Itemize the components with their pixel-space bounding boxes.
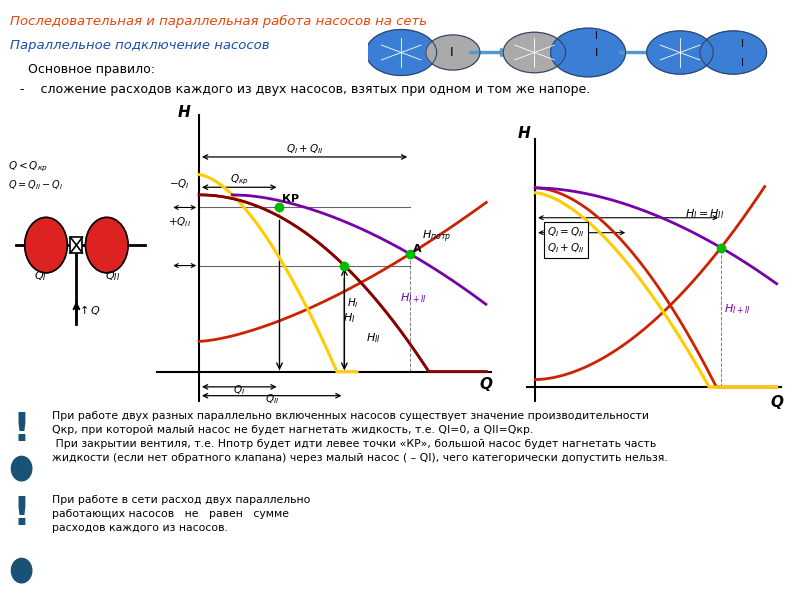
Circle shape bbox=[366, 29, 437, 76]
Text: Последовательная и параллельная работа насосов на сеть: Последовательная и параллельная работа н… bbox=[10, 15, 426, 28]
Text: Параллельное подключение насосов: Параллельное подключение насосов bbox=[10, 39, 269, 52]
Text: $H_I$: $H_I$ bbox=[342, 311, 355, 325]
Text: I: I bbox=[595, 47, 598, 58]
Text: $-Q_I$: $-Q_I$ bbox=[169, 177, 190, 191]
Text: $Q_I$: $Q_I$ bbox=[34, 269, 46, 283]
Text: $H_I = H_{II}$: $H_I = H_{II}$ bbox=[685, 208, 724, 221]
Text: I: I bbox=[450, 46, 453, 59]
Text: $+Q_{II}$: $+Q_{II}$ bbox=[167, 215, 190, 229]
Text: $Q_{кр}$: $Q_{кр}$ bbox=[230, 173, 249, 187]
Text: $Q = Q_{II} - Q_I$: $Q = Q_{II} - Q_I$ bbox=[8, 178, 63, 191]
Circle shape bbox=[86, 217, 128, 273]
Text: Основное правило:: Основное правило: bbox=[20, 63, 155, 76]
Text: $\uparrow Q$: $\uparrow Q$ bbox=[77, 304, 101, 317]
Text: I: I bbox=[741, 58, 744, 68]
Text: $H_{II}$: $H_{II}$ bbox=[366, 331, 380, 345]
Text: I: I bbox=[595, 31, 598, 41]
Circle shape bbox=[426, 35, 480, 70]
Circle shape bbox=[646, 31, 714, 74]
Ellipse shape bbox=[11, 559, 32, 583]
Text: H: H bbox=[518, 126, 530, 141]
Text: $Q_{II}$: $Q_{II}$ bbox=[265, 392, 279, 406]
Text: КР: КР bbox=[282, 194, 299, 205]
Text: !: ! bbox=[12, 411, 30, 449]
Text: $H_{I+II}$: $H_{I+II}$ bbox=[724, 302, 750, 316]
Text: I: I bbox=[741, 40, 744, 49]
Text: Q: Q bbox=[480, 377, 493, 392]
Circle shape bbox=[700, 31, 766, 74]
Circle shape bbox=[25, 217, 67, 273]
Text: $H_I$: $H_I$ bbox=[347, 296, 359, 310]
Text: $H_{I+II}$: $H_{I+II}$ bbox=[400, 291, 426, 305]
Text: $H_{потр}$: $H_{потр}$ bbox=[422, 228, 451, 245]
Circle shape bbox=[550, 28, 626, 77]
Text: -    сложение расходов каждого из двух насосов, взятых при одном и том же напоре: - сложение расходов каждого из двух насо… bbox=[20, 83, 590, 96]
Ellipse shape bbox=[11, 457, 32, 481]
Text: При работе двух разных параллельно включенных насосов существует значение произв: При работе двух разных параллельно включ… bbox=[52, 411, 668, 463]
Text: $Q<Q_{кр}$: $Q<Q_{кр}$ bbox=[8, 160, 48, 175]
Text: Q: Q bbox=[770, 395, 783, 410]
Text: При работе в сети расход двух параллельно
работающих насосов   не   равен   сумм: При работе в сети расход двух параллельн… bbox=[52, 495, 310, 533]
Circle shape bbox=[503, 32, 566, 73]
Text: H: H bbox=[178, 104, 190, 119]
Text: $Q_{II}$: $Q_{II}$ bbox=[106, 269, 121, 283]
FancyBboxPatch shape bbox=[70, 237, 82, 253]
Text: $Q_I + Q_{II}$: $Q_I + Q_{II}$ bbox=[286, 142, 323, 155]
Text: $Q_I= Q_{II}$
$Q_I + Q_{II}$: $Q_I= Q_{II}$ $Q_I + Q_{II}$ bbox=[547, 225, 585, 255]
Text: A: A bbox=[413, 244, 422, 254]
Text: $Q_I$: $Q_I$ bbox=[234, 383, 246, 397]
Text: !: ! bbox=[12, 495, 30, 533]
